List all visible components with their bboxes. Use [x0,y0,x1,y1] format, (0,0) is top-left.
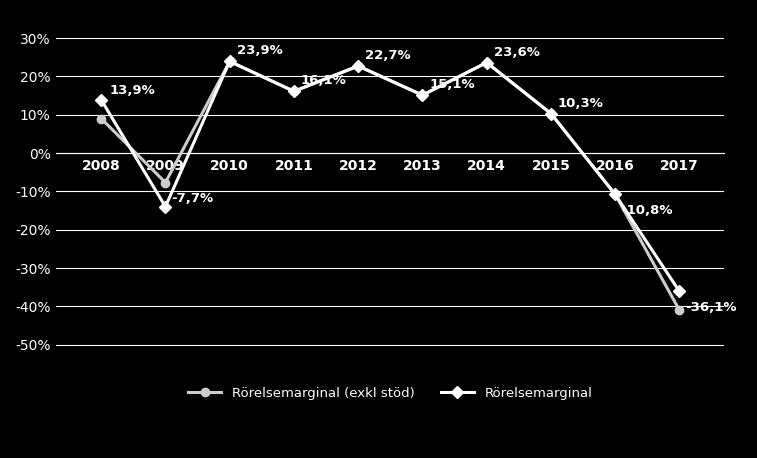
Rörelsemarginal (exkl stöd) [675,307,684,313]
Rörelsemarginal (exkl stöd) [97,116,106,121]
Rörelsemarginal [225,59,234,64]
Rörelsemarginal [611,192,620,197]
Rörelsemarginal (exkl stöd) [611,192,620,197]
Rörelsemarginal [482,60,491,65]
Rörelsemarginal (exkl stöd) [354,63,363,69]
Rörelsemarginal [289,88,298,94]
Rörelsemarginal (exkl stöd) [289,88,298,94]
Line: Rörelsemarginal: Rörelsemarginal [97,57,684,295]
Rörelsemarginal (exkl stöd) [547,111,556,116]
Rörelsemarginal [161,204,170,209]
Text: -36,1%: -36,1% [685,301,737,314]
Rörelsemarginal (exkl stöd) [482,60,491,65]
Rörelsemarginal [354,63,363,69]
Text: 16,1%: 16,1% [301,74,347,87]
Rörelsemarginal [547,111,556,116]
Text: 13,9%: 13,9% [110,84,155,97]
Rörelsemarginal (exkl stöd) [225,59,234,64]
Rörelsemarginal (exkl stöd) [161,180,170,185]
Text: -7,7%: -7,7% [171,192,213,205]
Rörelsemarginal [418,93,427,98]
Text: 10,3%: 10,3% [558,97,604,109]
Text: 15,1%: 15,1% [429,78,475,91]
Text: 23,9%: 23,9% [237,44,282,57]
Text: 22,7%: 22,7% [365,49,411,62]
Rörelsemarginal (exkl stöd) [418,93,427,98]
Legend: Rörelsemarginal (exkl stöd), Rörelsemarginal: Rörelsemarginal (exkl stöd), Rörelsemarg… [183,382,597,405]
Text: 23,6%: 23,6% [494,46,540,59]
Line: Rörelsemarginal (exkl stöd): Rörelsemarginal (exkl stöd) [97,57,684,314]
Rörelsemarginal [675,289,684,294]
Text: -10,8%: -10,8% [621,204,672,217]
Rörelsemarginal [97,97,106,103]
